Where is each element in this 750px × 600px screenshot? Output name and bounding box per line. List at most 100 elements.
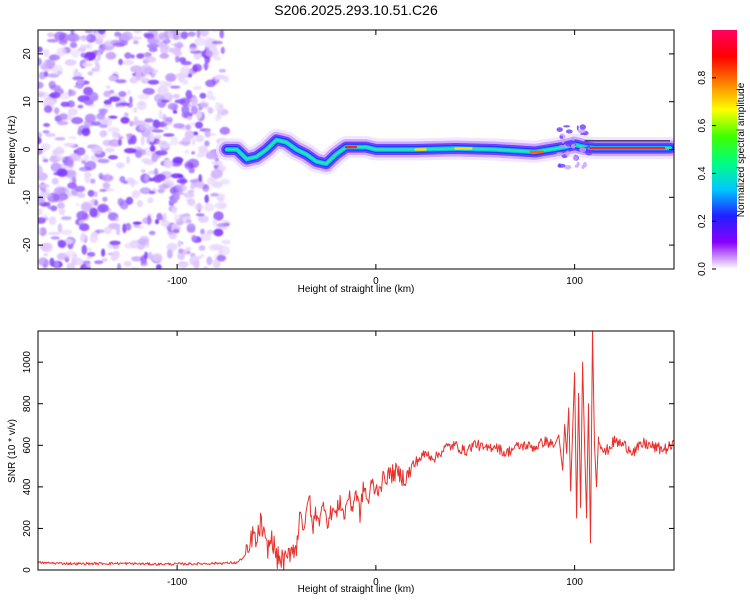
noise-blob bbox=[214, 74, 226, 80]
noise-blob bbox=[195, 121, 203, 129]
noise-blob bbox=[133, 148, 146, 156]
noise-blob bbox=[78, 35, 91, 41]
noise-blobs bbox=[38, 30, 231, 269]
noise-blob bbox=[210, 192, 220, 197]
noise-blob bbox=[218, 68, 226, 73]
noise-blob bbox=[157, 188, 165, 194]
noise-blob bbox=[186, 251, 191, 255]
noise-blob bbox=[40, 143, 51, 151]
noise-blob bbox=[191, 151, 196, 155]
noise-blob bbox=[38, 227, 41, 235]
noise-blob bbox=[108, 96, 121, 102]
noise-blob bbox=[133, 30, 142, 34]
noise-blob bbox=[211, 40, 223, 45]
ridge-speckle bbox=[585, 149, 593, 156]
noise-blob bbox=[219, 245, 230, 256]
noise-blob bbox=[177, 240, 182, 248]
y-tick-label: 800 bbox=[22, 395, 33, 412]
noise-blob bbox=[165, 73, 177, 82]
noise-blob bbox=[125, 196, 134, 205]
noise-blob bbox=[69, 42, 78, 49]
noise-blob bbox=[56, 168, 68, 178]
noise-blob bbox=[48, 54, 61, 61]
noise-blob bbox=[204, 140, 210, 147]
noise-blob bbox=[180, 31, 189, 40]
noise-blob bbox=[130, 36, 143, 40]
noise-blob bbox=[102, 182, 111, 189]
noise-blob bbox=[84, 113, 96, 123]
noise-blob bbox=[124, 52, 132, 59]
noise-blob bbox=[99, 123, 108, 128]
noise-blob bbox=[49, 257, 55, 267]
noise-blob bbox=[58, 39, 68, 45]
noise-blob bbox=[195, 181, 205, 189]
noise-blob bbox=[183, 192, 195, 198]
noise-blob bbox=[131, 190, 141, 199]
y-tick-label: 400 bbox=[22, 478, 33, 495]
noise-blob bbox=[95, 62, 101, 73]
noise-blob bbox=[218, 103, 224, 113]
noise-blob bbox=[198, 145, 208, 154]
noise-blob bbox=[158, 32, 166, 40]
noise-blob bbox=[38, 46, 43, 53]
noise-blob bbox=[184, 149, 189, 155]
noise-blob bbox=[216, 254, 227, 262]
noise-blob bbox=[90, 121, 101, 126]
y-tick-label: 10 bbox=[22, 96, 33, 108]
ridge-speckle bbox=[576, 161, 580, 167]
noise-blob bbox=[172, 31, 179, 41]
noise-blob bbox=[53, 187, 67, 194]
noise-blob bbox=[76, 192, 86, 198]
noise-blob bbox=[67, 33, 80, 43]
noise-blob bbox=[156, 212, 163, 221]
ridge-speckle bbox=[586, 145, 591, 149]
noise-blob bbox=[175, 55, 180, 63]
noise-blob bbox=[194, 202, 204, 211]
noise-blob bbox=[162, 113, 167, 124]
noise-blob bbox=[78, 157, 85, 163]
noise-blob bbox=[140, 136, 145, 146]
ridge-speckle bbox=[565, 129, 573, 134]
noise-blob bbox=[38, 208, 43, 216]
noise-blob bbox=[60, 229, 73, 235]
noise-blob bbox=[211, 181, 223, 189]
noise-blob bbox=[122, 180, 128, 184]
noise-blob bbox=[190, 105, 198, 115]
noise-blob bbox=[99, 108, 107, 116]
noise-blob bbox=[171, 192, 180, 201]
noise-blob bbox=[200, 30, 210, 37]
noise-blob bbox=[178, 73, 185, 83]
noise-blob bbox=[112, 250, 121, 259]
noise-blob bbox=[120, 116, 130, 124]
noise-blob bbox=[99, 188, 107, 192]
noise-blob bbox=[39, 227, 47, 237]
noise-blob bbox=[42, 99, 55, 108]
noise-blob bbox=[173, 43, 184, 48]
noise-blob bbox=[114, 31, 122, 37]
noise-blob bbox=[140, 255, 148, 264]
noise-blob bbox=[155, 173, 166, 182]
noise-blob bbox=[84, 160, 97, 171]
noise-blob bbox=[197, 215, 209, 223]
noise-blob bbox=[107, 126, 120, 133]
noise-blob bbox=[164, 126, 169, 131]
noise-blob bbox=[210, 30, 220, 33]
noise-blob bbox=[40, 63, 50, 70]
noise-blob bbox=[102, 196, 108, 202]
noise-blob bbox=[131, 256, 143, 262]
ridge-speckle bbox=[571, 136, 576, 141]
noise-blob bbox=[101, 258, 108, 262]
ridge-speckle bbox=[556, 152, 564, 156]
noise-blob bbox=[43, 105, 53, 113]
noise-blob bbox=[43, 91, 49, 101]
colorbar-label: Normalized spectral amplitude bbox=[736, 82, 747, 217]
ridge-speckle bbox=[579, 132, 586, 135]
noise-blob bbox=[64, 59, 77, 66]
noise-blob bbox=[190, 255, 203, 260]
noise-blob bbox=[221, 239, 231, 245]
noise-blob bbox=[38, 81, 44, 89]
noise-blob bbox=[193, 53, 202, 60]
noise-blob bbox=[76, 34, 80, 42]
noise-blob bbox=[82, 62, 93, 67]
noise-blob bbox=[175, 184, 188, 192]
